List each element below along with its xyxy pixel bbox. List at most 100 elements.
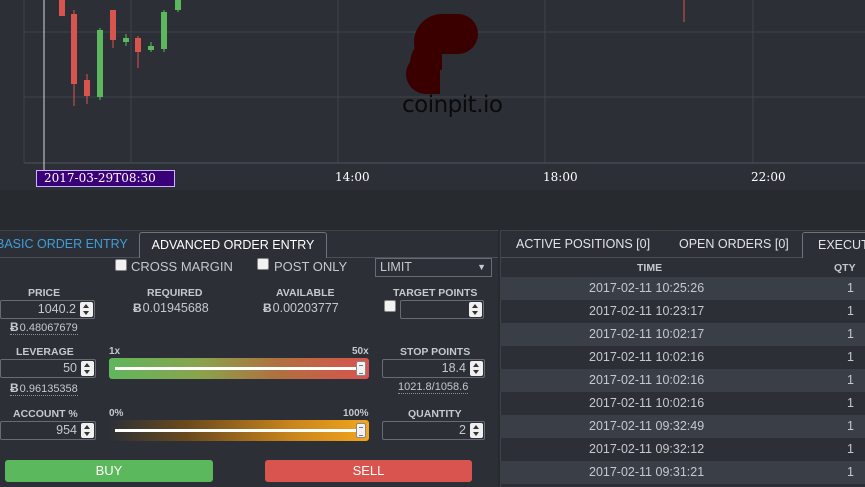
cross-margin-checkbox[interactable] [115,259,127,271]
account-percent-label: ACCOUNT % [13,408,78,420]
execution-time: 2017-02-11 10:02:17 [589,327,705,341]
table-row[interactable]: 2017-02-11 09:32:12 1 [500,438,865,461]
account-percent-stepper[interactable] [81,423,94,438]
quantity-label: QUANTITY [408,408,462,420]
tab-open-orders[interactable]: OPEN ORDERS [0] [679,237,789,251]
post-only-checkbox[interactable] [257,258,269,270]
tab-executed[interactable]: EXECUTED [802,232,865,258]
tab-active-positions[interactable]: ACTIVE POSITIONS [0] [516,237,651,251]
execution-qty: 1 [847,419,854,433]
leverage-input[interactable]: 50 [0,359,96,378]
chevron-down-icon: ▼ [477,262,486,272]
execution-qty: 1 [847,281,854,295]
slider-handle[interactable] [356,423,366,438]
x-axis-label: 14:00 [335,170,370,184]
target-points-input[interactable] [400,300,484,319]
tab-advanced-order-entry[interactable]: ADVANCED ORDER ENTRY [139,232,327,258]
account-percent-value: 954 [56,423,77,437]
candle [123,38,129,42]
execution-qty: 1 [847,465,854,479]
account-percent-slider[interactable] [109,420,369,441]
quantity-input[interactable]: 2 [382,421,485,440]
candle [175,0,181,10]
account-max-label: 100% [343,408,369,419]
price-input[interactable]: 1040.2 [0,300,95,319]
quantity-stepper[interactable] [470,423,483,438]
leverage-min-label: 1x [109,346,121,357]
target-points-checkbox[interactable] [384,300,396,312]
stop-points-label: STOP POINTS [400,346,471,358]
order-type-select[interactable]: LIMIT ▼ [375,258,492,277]
execution-time: 2017-02-11 09:31:21 [589,465,705,479]
execution-time: 2017-02-11 10:25:26 [589,281,705,295]
quantity-value: 2 [459,423,466,437]
positions-panel [500,230,865,487]
execution-qty: 1 [847,350,854,364]
candle [59,0,65,16]
bitcoin-icon: Ƀ [10,320,19,334]
candle [161,12,167,49]
leverage-btc-value: Ƀ0.96135358 [10,381,78,396]
tab-basic-order-entry[interactable]: BASIC ORDER ENTRY [0,232,139,258]
column-header-time: TIME [637,262,663,274]
table-row[interactable]: 2017-02-11 10:02:17 1 [500,323,865,346]
execution-time: 2017-02-11 09:32:12 [589,442,705,456]
required-label: REQUIRED [147,287,203,299]
execution-qty: 1 [847,442,854,456]
logo-text: coinpit.io [402,92,503,118]
table-row[interactable]: 2017-02-11 09:32:49 1 [500,415,865,438]
slider-track [115,367,357,370]
execution-qty: 1 [847,327,854,341]
execution-time: 2017-02-11 10:23:17 [589,304,705,318]
executed-table-header: TIME QTY [500,258,865,277]
execution-time: 2017-02-11 10:02:16 [589,350,705,364]
x-axis-label: 18:00 [543,170,578,184]
candle [84,80,90,96]
execution-time: 2017-02-11 10:02:16 [589,396,705,410]
candle [97,30,103,97]
candle [71,14,77,84]
table-row[interactable]: 2017-02-11 10:02:16 1 [500,346,865,369]
account-percent-input[interactable]: 954 [0,421,96,440]
x-axis-label: 22:00 [751,170,786,184]
execution-time: 2017-02-11 09:32:49 [589,419,705,433]
bitcoin-icon: Ƀ [10,381,19,395]
candle [148,46,154,50]
stop-points-value: 18.4 [441,361,466,375]
table-row[interactable]: 2017-02-11 10:25:26 1 [500,277,865,300]
leverage-value: 50 [63,361,77,375]
candles [59,0,685,106]
bitcoin-icon: Ƀ [133,301,142,315]
sell-button[interactable]: SELL [265,460,472,482]
available-label: AVAILABLE [276,287,335,299]
bitcoin-icon: Ƀ [263,301,272,315]
table-row[interactable]: 2017-02-11 09:31:21 1 [500,461,865,484]
candle [110,10,116,40]
execution-time: 2017-02-11 10:02:16 [589,373,705,387]
target-points-stepper[interactable] [469,302,482,317]
candle [135,38,141,52]
execution-qty: 1 [847,304,854,318]
stop-price-range: 1021.8/1058.6 [398,381,469,394]
slider-handle[interactable] [356,361,366,376]
table-row[interactable]: 2017-02-11 10:23:17 1 [500,300,865,323]
stop-points-input[interactable]: 18.4 [382,359,485,378]
cross-margin-label: CROSS MARGIN [131,259,233,274]
leverage-stepper[interactable] [81,361,94,376]
table-row[interactable]: 2017-02-11 10:02:16 1 [500,392,865,415]
post-only-label: POST ONLY [274,259,348,274]
account-min-label: 0% [109,408,124,419]
slider-track [115,429,357,432]
leverage-max-label: 50x [352,346,369,357]
stop-points-stepper[interactable] [470,361,483,376]
price-chart[interactable]: coinpit.io 14:00 18:00 22:00 2017-03-29T… [0,0,865,190]
column-header-qty: QTY [834,262,856,274]
coinpit-logo-icon [406,14,478,94]
price-stepper[interactable] [80,302,93,317]
execution-qty: 1 [847,373,854,387]
leverage-slider[interactable] [109,358,369,379]
leverage-label: LEVERAGE [16,346,74,358]
buy-button[interactable]: BUY [5,460,213,482]
required-value: Ƀ0.01945688 [133,301,209,315]
table-row[interactable]: 2017-02-11 10:02:16 1 [500,369,865,392]
